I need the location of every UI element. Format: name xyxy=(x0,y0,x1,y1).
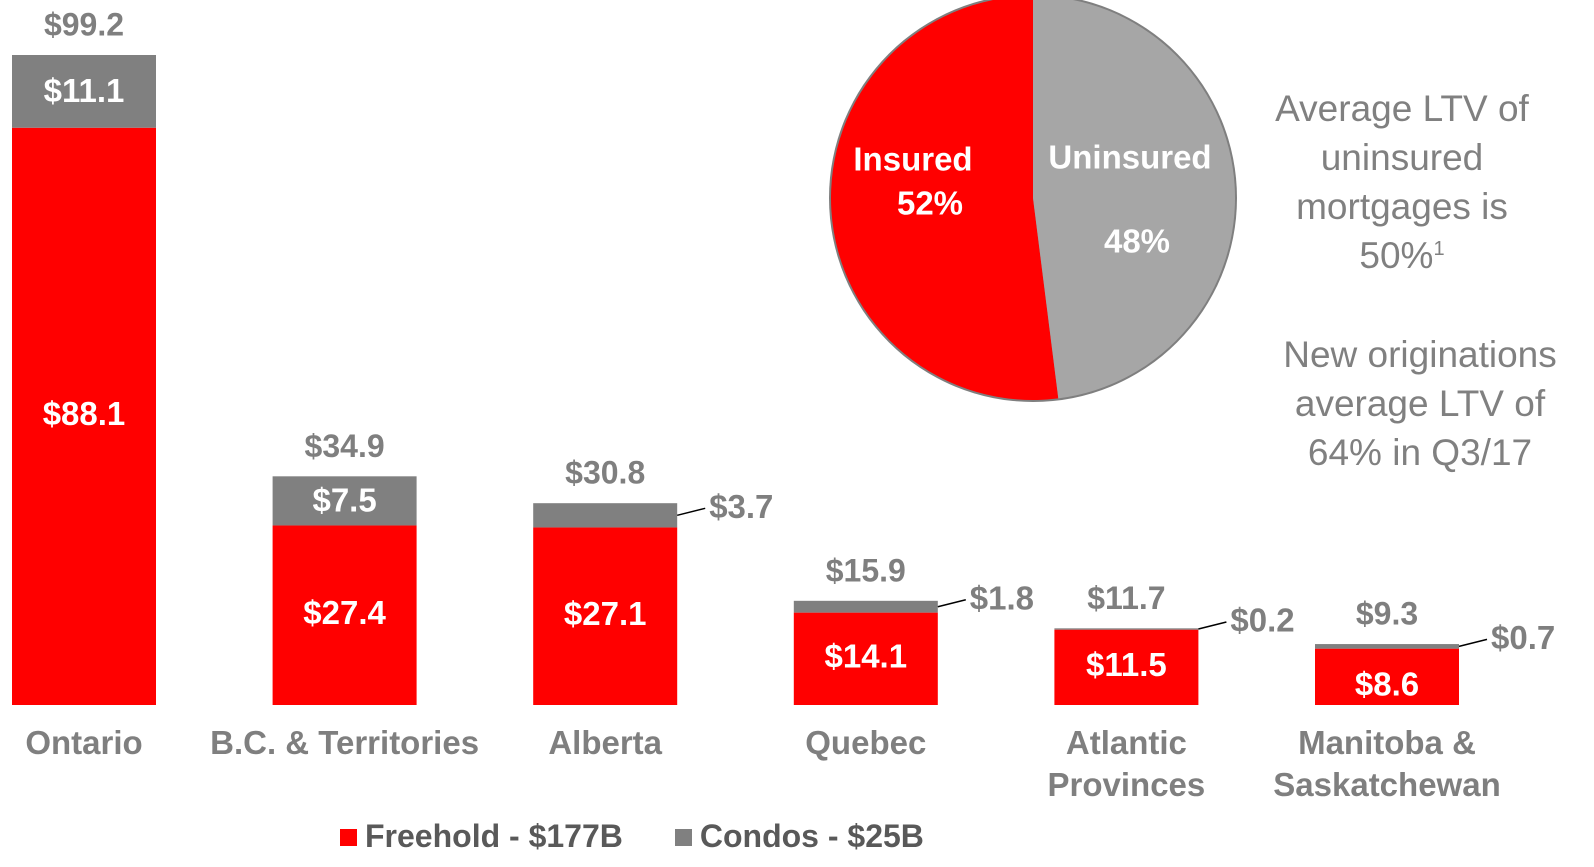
leader-line xyxy=(937,598,966,608)
bar-segment xyxy=(533,503,678,528)
value-label: $27.4 xyxy=(303,594,386,631)
legend-label: Freehold - $177B xyxy=(365,818,623,854)
slice-value: 52% xyxy=(897,185,963,222)
total-label: $34.9 xyxy=(305,428,385,464)
value-label: $27.1 xyxy=(564,595,647,632)
bar-segment xyxy=(793,600,938,613)
value-label: $11.5 xyxy=(1086,646,1167,683)
value-label: $7.5 xyxy=(312,482,376,519)
value-label: $88.1 xyxy=(43,395,126,432)
total-label: $30.8 xyxy=(565,455,645,491)
value-label: $0.7 xyxy=(1491,619,1555,656)
annotation-text: New originations average LTV of 64% in Q… xyxy=(1283,334,1557,473)
annotation-text: Average LTV of uninsured mortgages is 50… xyxy=(1275,88,1529,276)
x-tick-label: B.C. & Territories xyxy=(210,724,480,761)
legend: Freehold - $177B Condos - $25B xyxy=(340,816,976,856)
bar-segment xyxy=(1054,628,1199,630)
bar-segment xyxy=(272,476,417,526)
bar-segment xyxy=(1315,648,1459,705)
bar-segment xyxy=(793,612,938,705)
bar-segment xyxy=(12,55,156,128)
bar-segment xyxy=(1315,644,1459,649)
x-tick-label: Manitoba & Saskatchewan xyxy=(1273,724,1501,803)
x-tick-label: Ontario xyxy=(25,724,143,761)
value-label: $11.1 xyxy=(44,72,125,109)
annotation: New originations average LTV of 64% in Q… xyxy=(1262,330,1578,477)
slice-label: Insured xyxy=(853,141,972,178)
bar-segment xyxy=(272,525,417,705)
total-label: $11.7 xyxy=(1087,580,1165,616)
value-label: $8.6 xyxy=(1355,666,1419,703)
value-label: $1.8 xyxy=(970,579,1034,616)
legend-item: Freehold - $177B xyxy=(340,818,623,854)
pie-slice xyxy=(1033,0,1235,399)
total-label: $99.2 xyxy=(44,6,124,42)
total-label: $9.3 xyxy=(1356,596,1418,632)
pie-slice xyxy=(831,0,1059,400)
leader-line xyxy=(1458,638,1488,648)
legend-swatch xyxy=(340,829,357,846)
legend-item: Condos - $25B xyxy=(674,818,924,854)
value-label: $14.1 xyxy=(825,638,908,675)
leader-line xyxy=(1198,621,1227,630)
annotation: Average LTV of uninsured mortgages is 50… xyxy=(1252,84,1552,280)
bar-segment xyxy=(533,527,678,705)
slice-value: 48% xyxy=(1104,223,1170,260)
leader-line xyxy=(677,507,706,517)
value-label: $0.2 xyxy=(1230,602,1294,639)
footnote-mark: 1 xyxy=(1433,238,1445,260)
x-tick-label: Quebec xyxy=(805,724,927,761)
legend-swatch xyxy=(674,829,692,846)
total-label: $15.9 xyxy=(826,552,906,588)
legend-label: Condos - $25B xyxy=(699,818,924,854)
bar-segment xyxy=(1054,629,1199,705)
value-label: $3.7 xyxy=(709,488,773,525)
slice-label: Uninsured xyxy=(1048,139,1211,176)
x-tick-label: Atlantic Provinces xyxy=(1047,724,1206,803)
x-tick-label: Alberta xyxy=(548,724,663,761)
bar-segment xyxy=(12,127,156,705)
